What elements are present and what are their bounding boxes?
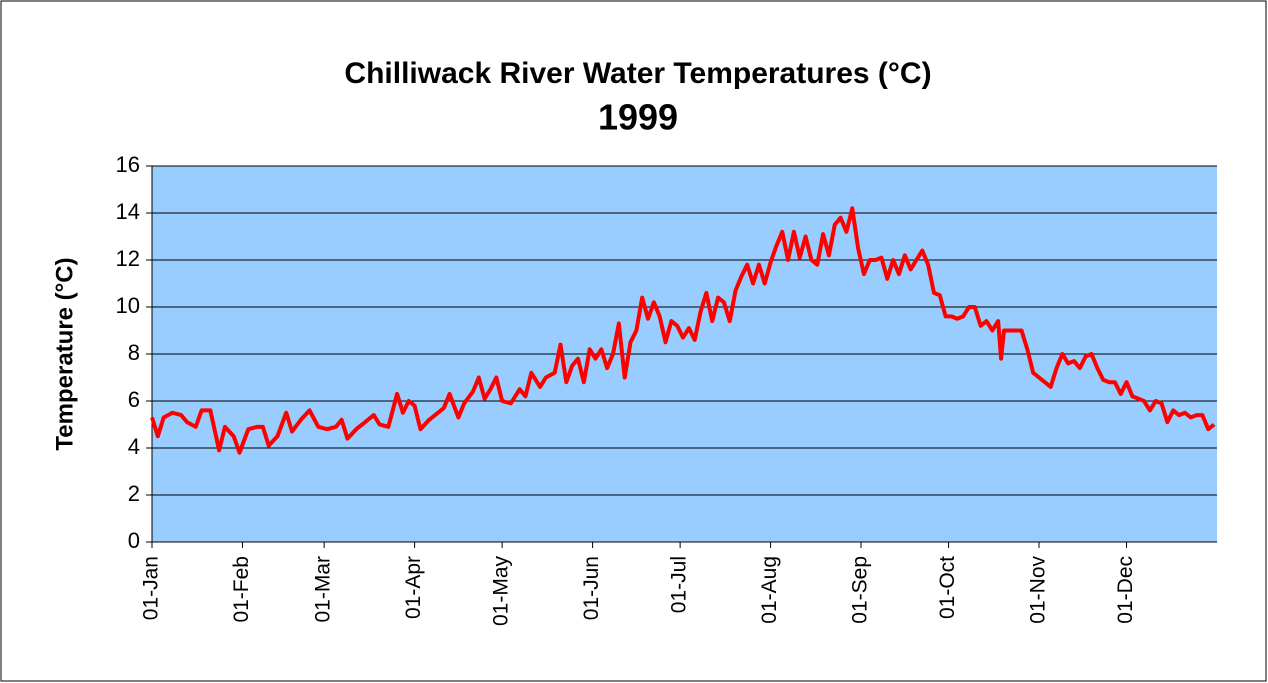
y-tick-label: 4 — [128, 434, 140, 459]
y-tick-label: 12 — [116, 246, 140, 271]
y-tick-label: 14 — [116, 199, 140, 224]
x-tick-label: 01-Sep — [849, 556, 872, 624]
x-tick-label: 01-Dec — [1114, 556, 1137, 624]
data-line — [150, 206, 1216, 455]
y-axis-label: Temperature (°C) — [51, 257, 78, 450]
y-tick-label: 8 — [128, 340, 140, 365]
x-tick-label: 01-Jan — [140, 556, 163, 620]
x-tick-label: 01-Aug — [758, 556, 781, 624]
x-tick-label: 01-Apr — [402, 556, 425, 619]
x-tick-label: 01-Oct — [936, 556, 959, 619]
x-tick-label: 01-Feb — [230, 556, 253, 623]
chart-subtitle: 1999 — [598, 97, 678, 138]
y-tick-label: 2 — [128, 481, 140, 506]
chart-title: Chilliwack River Water Temperatures (°C) — [344, 57, 931, 90]
x-tick-label: 01-May — [490, 556, 513, 627]
y-tick-label: 6 — [128, 387, 140, 412]
y-tick-label: 16 — [116, 152, 140, 177]
x-tick-label: 01-Mar — [312, 556, 335, 623]
y-tick-label: 10 — [116, 293, 140, 318]
x-tick-label: 01-Jul — [668, 556, 691, 613]
y-tick-label: 0 — [128, 528, 140, 553]
x-tick-label: 01-Jun — [580, 556, 603, 620]
x-tick-label: 01-Nov — [1027, 556, 1050, 624]
